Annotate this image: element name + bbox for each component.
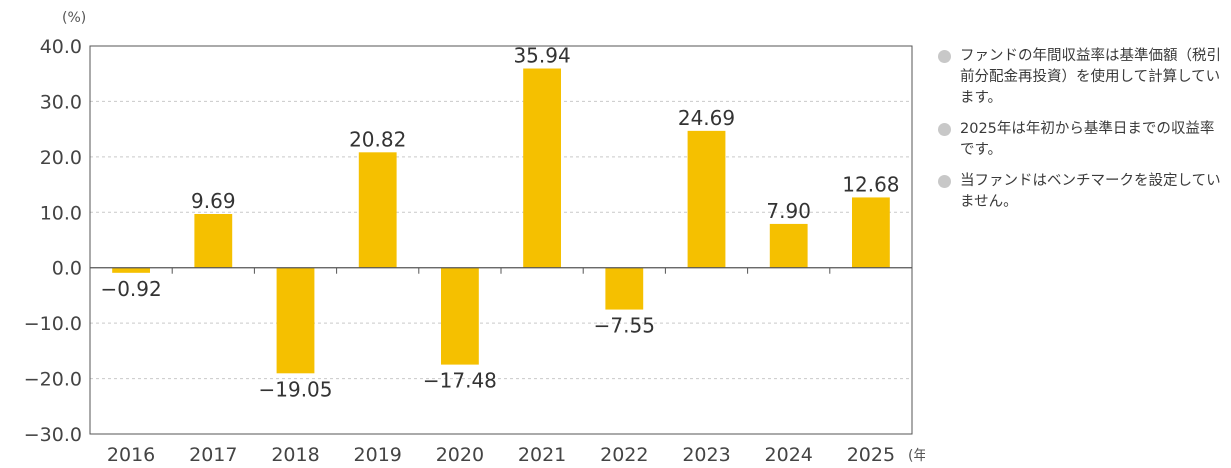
bar	[851, 197, 890, 268]
y-tick-label: 30.0	[40, 91, 82, 113]
x-tick-label: 2024	[765, 444, 813, 466]
plot-frame	[89, 45, 913, 435]
data-label: 20.82	[349, 127, 406, 151]
bar	[769, 223, 808, 268]
x-tick-label: 2018	[271, 444, 319, 466]
note-item: 当ファンドはベンチマークを設定していません。	[938, 171, 1228, 213]
y-tick-label: −20.0	[24, 369, 82, 391]
y-tick-label: −10.0	[24, 313, 82, 335]
bullet-dot-icon	[938, 123, 951, 136]
notes-list: ファンドの年間収益率は基準価額（税引前分配金再投資）を使用して計算しています。 …	[938, 46, 1228, 223]
bar	[112, 267, 151, 273]
bullet-dot-icon	[938, 50, 951, 63]
bullet-dot-icon	[938, 175, 951, 188]
x-tick-label: 2021	[518, 444, 566, 466]
data-label: −17.48	[423, 369, 497, 393]
y-tick-label: 10.0	[40, 202, 82, 224]
note-item: ファンドの年間収益率は基準価額（税引前分配金再投資）を使用して計算しています。	[938, 46, 1228, 109]
bar	[276, 267, 315, 374]
data-label: 9.69	[191, 189, 236, 213]
data-label: 7.90	[766, 199, 811, 223]
x-axis-unit: (年)	[908, 448, 925, 464]
data-label: 24.69	[678, 106, 735, 130]
y-axis-unit: (%)	[62, 10, 86, 26]
note-item: 2025年は年初から基準日までの収益率です。	[938, 119, 1228, 161]
y-tick-label: −30.0	[24, 424, 82, 446]
x-tick-label: 2023	[682, 444, 730, 466]
bar	[605, 267, 644, 310]
data-label: −0.92	[100, 277, 161, 301]
note-text: 2025年は年初から基準日までの収益率です。	[960, 121, 1215, 158]
bar-chart: (%) (年) 40.0 30.0 20.0 10.0 0.0 −10.0 −20.0 −30…	[24, 10, 925, 466]
data-label: 12.68	[842, 172, 899, 196]
note-text: ファンドの年間収益率は基準価額（税引前分配金再投資）を使用して計算しています。	[960, 48, 1221, 106]
x-tick-label: 2022	[600, 444, 648, 466]
x-tick-label: 2017	[189, 444, 237, 466]
y-tick-label: 20.0	[40, 147, 82, 169]
bar	[358, 152, 397, 268]
y-tick-label: 0.0	[52, 258, 82, 280]
x-tick-label: 2019	[354, 444, 402, 466]
data-label: −7.55	[594, 314, 655, 338]
x-tick-label: 2016	[107, 444, 155, 466]
y-tick-label: 40.0	[40, 36, 82, 58]
x-tick-label: 2025	[847, 444, 895, 466]
data-label: −19.05	[258, 377, 332, 401]
bar	[440, 267, 479, 365]
bar	[687, 130, 726, 268]
bar	[194, 214, 233, 268]
note-text: 当ファンドはベンチマークを設定していません。	[960, 173, 1221, 210]
bar	[523, 68, 562, 268]
data-label: 35.94	[513, 44, 570, 68]
x-tick-label: 2020	[436, 444, 484, 466]
